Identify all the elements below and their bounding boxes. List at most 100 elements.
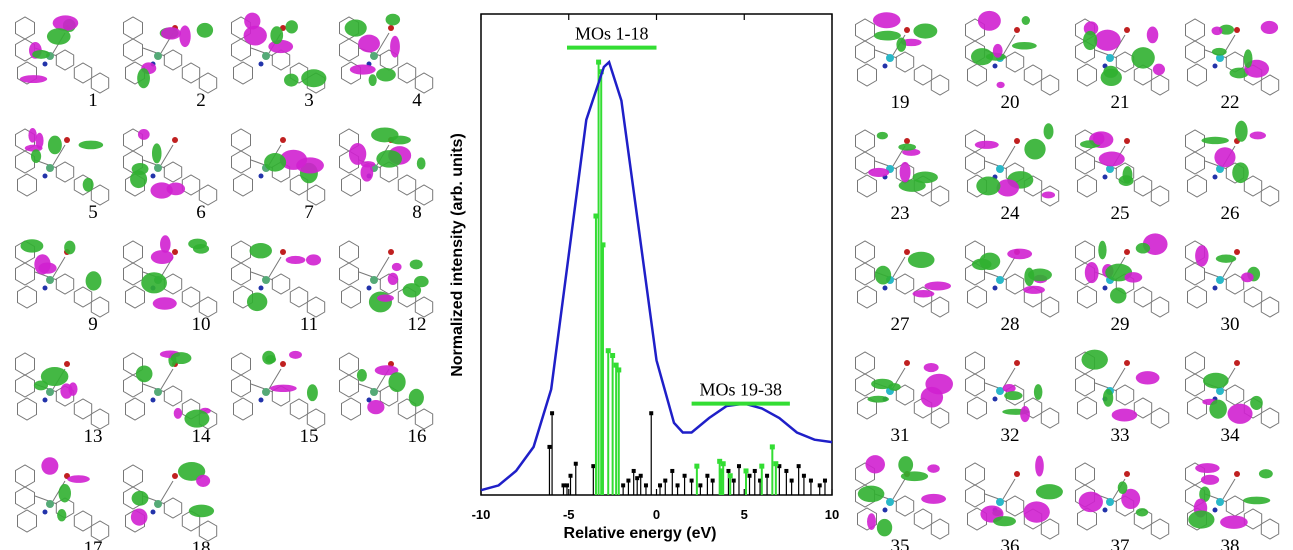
lobe (1152, 63, 1166, 76)
stick-marker (726, 468, 731, 473)
bond (1150, 518, 1170, 540)
lobe (867, 395, 889, 403)
bond (289, 286, 309, 308)
orbital-label: 20 (1001, 92, 1020, 113)
bond (123, 38, 143, 62)
lobe (1135, 242, 1151, 254)
bond (855, 40, 875, 64)
lobe (264, 153, 287, 172)
bond (379, 161, 399, 183)
lobe (1250, 395, 1263, 410)
stick-marker (593, 213, 599, 219)
orbital: 7 (231, 128, 326, 223)
bond (341, 397, 361, 421)
lobe (289, 350, 302, 359)
atom (258, 397, 264, 403)
stick-marker (610, 353, 616, 359)
lobe (1131, 47, 1155, 69)
bond (341, 285, 361, 309)
lobe (1218, 24, 1235, 35)
orbital-label: 5 (88, 202, 98, 223)
lobe (349, 64, 376, 75)
stick-marker (550, 411, 555, 416)
bond (414, 408, 434, 430)
orbital: 15 (231, 350, 326, 447)
lobe (996, 179, 1020, 197)
bond (414, 72, 434, 94)
lobe (1135, 371, 1160, 385)
lobe (977, 10, 1001, 31)
atom (1014, 27, 1020, 33)
orbital-label: 18 (192, 538, 211, 550)
bond (1185, 262, 1205, 286)
lobe (974, 140, 999, 149)
lobe (40, 367, 69, 387)
orbital-label: 25 (1111, 203, 1130, 224)
lobe (912, 289, 935, 298)
orbital-label: 32 (1001, 425, 1020, 446)
lobe (41, 457, 59, 475)
lobe (344, 19, 367, 37)
lobe (1041, 191, 1056, 199)
orbital: 24 (965, 123, 1060, 224)
lobe (160, 27, 181, 40)
bond (1077, 285, 1097, 309)
bond (1133, 397, 1153, 419)
x-axis-label: Relative energy (eV) (564, 525, 717, 542)
lobe (137, 129, 150, 140)
lobe (360, 163, 374, 182)
orbital: 9 (15, 239, 110, 335)
lobe (1111, 408, 1138, 422)
lobe (173, 407, 183, 419)
orbital-label: 21 (1111, 92, 1130, 113)
lobe (131, 490, 149, 506)
atom (1124, 360, 1130, 366)
bond (857, 285, 877, 309)
lobe (921, 493, 947, 504)
atom (1216, 54, 1224, 62)
lobe (899, 161, 911, 183)
bond (181, 286, 201, 308)
orbital: 20 (965, 10, 1060, 113)
lobe (35, 132, 44, 149)
lobe (243, 25, 267, 46)
lobe (166, 182, 186, 196)
bond (231, 240, 251, 264)
bond (289, 398, 309, 420)
bond (1133, 175, 1153, 197)
lobe (30, 149, 42, 164)
bond (1133, 508, 1153, 530)
atom (46, 388, 54, 396)
stick-marker (784, 468, 789, 473)
bond (123, 240, 143, 264)
bond (965, 151, 985, 175)
bond (1115, 51, 1135, 73)
lobe (196, 22, 214, 38)
bond (306, 184, 326, 206)
lobe (52, 15, 79, 31)
bond (231, 374, 251, 398)
bond (55, 273, 75, 295)
bond (1150, 407, 1170, 429)
bond (339, 352, 359, 376)
lobe (1043, 123, 1054, 140)
orbital: 30 (1185, 240, 1280, 335)
bond (233, 61, 253, 85)
lobe (20, 239, 44, 253)
atom (154, 52, 162, 60)
bond (1040, 185, 1060, 207)
stick-marker (596, 59, 602, 65)
lobe (1249, 131, 1267, 140)
stick-marker (643, 483, 648, 488)
bond (163, 497, 183, 519)
lobe (388, 372, 406, 392)
bond (1185, 373, 1205, 397)
lobe (265, 355, 277, 364)
orbital-label: 37 (1111, 536, 1130, 550)
bond (965, 129, 985, 153)
atom (42, 285, 48, 291)
atom (996, 276, 1004, 284)
orbital: 33 (1075, 349, 1170, 446)
bond (198, 520, 218, 542)
stick-marker (736, 464, 741, 469)
